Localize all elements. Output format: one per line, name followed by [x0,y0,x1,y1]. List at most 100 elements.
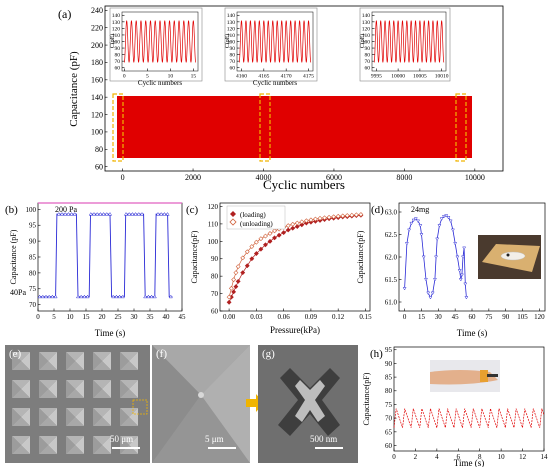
a-plot-frame [104,5,504,172]
e-pyramid-facet [12,417,30,426]
inset3-xtick-label: 10005 [413,74,427,80]
a-inset-2-ylabel: C(pF) [224,34,231,48]
e-pyramid-facet [48,408,57,426]
h-xtick-label: 4 [435,453,439,461]
c-marker-1 [267,231,273,236]
c-xtick-label: 0.09 [305,313,318,321]
b-xtick-label: 20 [99,313,107,321]
d-marker [463,282,468,287]
e-pyramid-facet [39,436,57,445]
e-pyramid-facet [120,380,129,398]
e-pyramid-facet [21,380,30,398]
e-pyramid-facet [21,352,30,370]
d-marker [433,278,437,282]
e-pyramid-facet [12,380,21,398]
b-marker [136,212,141,216]
b-marker [152,294,157,299]
d-marker [435,237,440,242]
a-highlight-3 [455,93,467,162]
b-series-line [39,213,173,298]
c-marker-0 [253,251,259,256]
a-inset-1-xlabel: Cyclic numbers [138,79,182,87]
d-marker [450,228,455,233]
e-pyramid-facet [75,408,84,426]
c-xtick-label: 0.03 [250,313,263,321]
b-xtick-label: 15 [83,313,91,321]
d-marker [457,269,462,273]
e-pyramid-facet [12,445,30,454]
c-marker-1 [353,212,359,218]
inset2-ytick-label: 120 [227,26,236,32]
c-marker-1 [317,215,323,221]
e-pyramid-facet [102,408,111,426]
d-marker [426,291,431,296]
c-legend-unloading: (unloading) [240,220,273,228]
e-pyramid-facet [93,417,111,426]
e-pyramid-facet [120,445,138,454]
a-xlabel: Cyclic numbers [263,177,345,192]
c-marker-0 [263,242,268,248]
g-scale-text: 500 nm [310,434,337,444]
h-ytick-label: 60 [385,442,393,450]
c-marker-1 [249,244,255,249]
h-xlabel: Time (s) [454,458,484,467]
a-ytick-label: 80 [95,145,103,154]
c-legend-loading: (loading) [240,211,266,219]
c-plot-frame [219,202,371,312]
inset3-xtick-label: 10010 [435,74,449,80]
d-marker [462,246,467,251]
b-marker [120,294,125,299]
inset3-ytick-label: 140 [362,13,371,19]
c-marker-1 [303,218,309,224]
inset1-ytick-label: 110 [112,33,120,39]
inset3-ytick-label: 100 [362,39,371,45]
c-marker-1 [344,213,350,218]
e-pyramid-facet [93,408,111,417]
c-marker-0 [290,225,296,231]
e-pyramid-facet [12,389,30,398]
c-legend: (loading) (unloading) [226,205,286,230]
d-marker [439,217,444,221]
f-scale-text: 5 μm [205,434,224,444]
inset1-ytick-label: 90 [115,46,121,52]
a-xtick-label: 6000 [326,173,342,182]
inset1-xtick-label: 15 [191,74,197,80]
b-marker [59,212,65,216]
c-marker-1 [349,212,355,218]
b-ytick-label: 70 [29,301,37,309]
b-xlabel: Time (s) [95,328,125,338]
c-marker-0 [281,230,287,236]
f-label: (f) [156,348,167,360]
h-xtick-label: 10 [498,453,506,461]
b-ytick-label: 80 [29,269,37,277]
d-marker [464,296,469,300]
inset3-ytick-label: 120 [362,26,371,32]
d-ytick-label: 61.5 [385,276,398,284]
e-pyramid-facet [39,445,57,454]
inset2-ytick-label: 140 [227,13,236,19]
d-xtick-label: 0 [403,313,407,321]
b-marker [107,212,113,216]
b-marker [146,294,151,299]
b-ytick-label: 85 [29,253,37,261]
inset1-xtick-label: 5 [146,74,149,80]
g-label: (g) [262,348,275,360]
e-pyramid-facet [93,380,102,398]
e-pyramid-facet [48,352,57,370]
d-marker [437,224,442,228]
d-xtick-label: 120 [534,313,545,321]
b-ytick-label: 100 [26,206,37,214]
e-pyramid-facet [120,361,138,370]
b-ytick-label: 75 [29,285,37,293]
b-marker [111,294,116,299]
inset3-ytick-label: 70 [365,59,371,65]
inset2-ytick-label: 70 [230,59,236,65]
e-pyramid-facet [66,380,84,389]
e-pyramid-facet [48,436,57,454]
c-legend-marker-loading [230,211,236,217]
e-pyramid-facet [39,436,48,454]
h-xtick-label: 6 [457,453,461,461]
